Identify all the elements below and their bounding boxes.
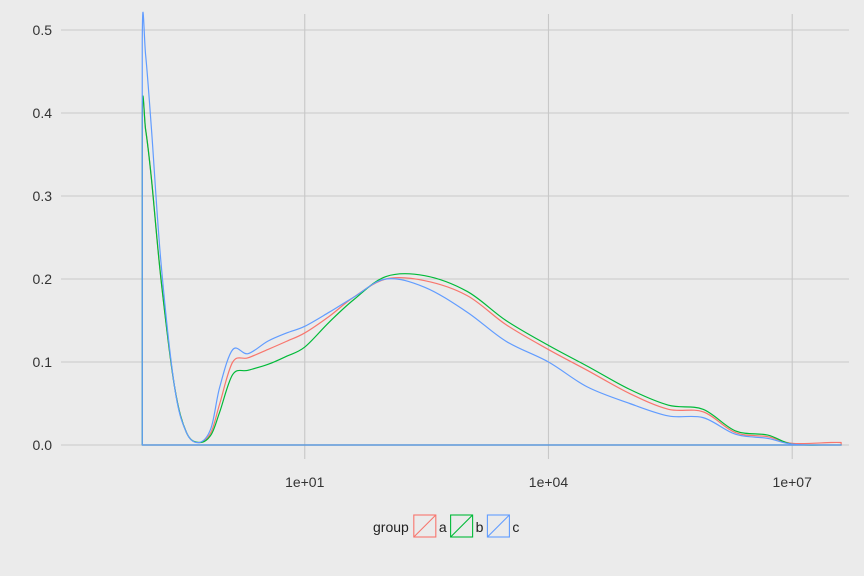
x-tick-label: 1e+07 bbox=[773, 474, 813, 490]
plot-panel bbox=[61, 14, 849, 459]
legend-label-c: c bbox=[512, 519, 519, 535]
legend-keys: a b c bbox=[412, 514, 519, 538]
x-tick-label: 1e+04 bbox=[529, 474, 569, 490]
legend-label-a: a bbox=[439, 519, 447, 535]
legend: group a b c bbox=[373, 514, 519, 538]
x-tick-label: 1e+01 bbox=[285, 474, 325, 490]
density-series bbox=[141, 11, 842, 446]
y-tick-label: 0.0 bbox=[33, 437, 53, 453]
y-tick-label: 0.4 bbox=[33, 105, 53, 121]
legend-key-c: c bbox=[486, 514, 519, 538]
y-tick-label: 0.3 bbox=[33, 188, 53, 204]
legend-key-a: a bbox=[412, 514, 447, 538]
x-axis-tick-labels: 1e+01 1e+04 1e+07 bbox=[285, 474, 812, 490]
legend-title: group bbox=[373, 519, 409, 535]
y-tick-label: 0.5 bbox=[33, 22, 53, 38]
y-tick-label: 0.2 bbox=[33, 271, 53, 287]
legend-label-b: b bbox=[476, 519, 484, 535]
y-axis-tick-labels: 0.0 0.1 0.2 0.3 0.4 0.5 bbox=[33, 22, 53, 453]
x-gridlines bbox=[304, 14, 793, 459]
legend-key-b: b bbox=[449, 514, 484, 538]
density-line-c bbox=[141, 11, 842, 446]
y-tick-label: 0.1 bbox=[33, 354, 53, 370]
